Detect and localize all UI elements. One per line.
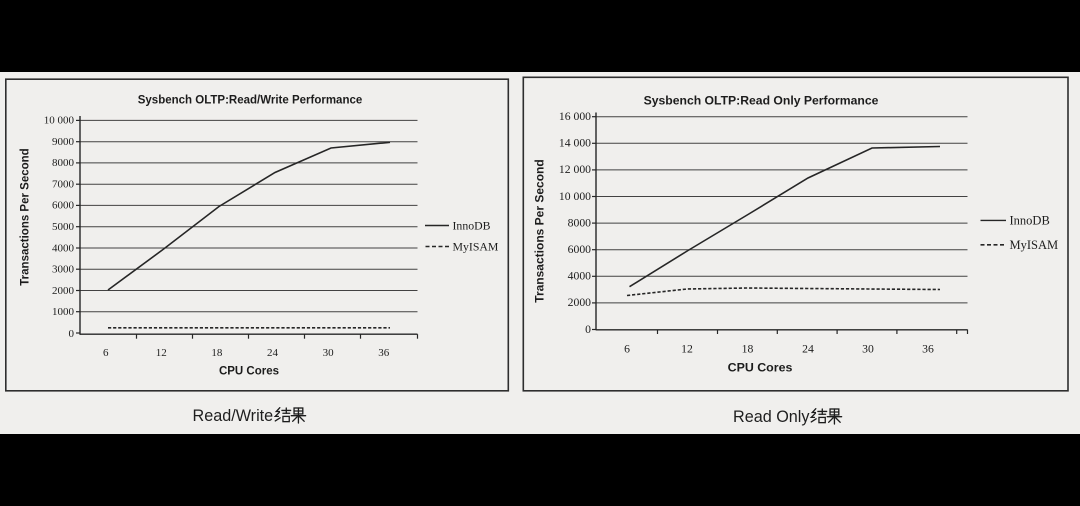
svg-text:12: 12 <box>156 347 167 359</box>
svg-text:36: 36 <box>378 347 390 359</box>
svg-text:Transactions Per Second: Transactions Per Second <box>533 159 547 302</box>
svg-text:InnoDB: InnoDB <box>453 219 491 233</box>
svg-text:InnoDB: InnoDB <box>1010 214 1050 228</box>
svg-text:10 000: 10 000 <box>559 190 591 203</box>
svg-text:0: 0 <box>69 328 75 340</box>
svg-text:MyISAM: MyISAM <box>1010 238 1059 252</box>
svg-text:6: 6 <box>624 343 630 356</box>
svg-text:3000: 3000 <box>52 264 75 276</box>
svg-text:0: 0 <box>585 323 591 336</box>
svg-text:30: 30 <box>862 343 874 356</box>
svg-text:8000: 8000 <box>52 157 75 169</box>
svg-text:7000: 7000 <box>52 179 75 191</box>
svg-text:12: 12 <box>681 343 693 356</box>
svg-text:12 000: 12 000 <box>559 163 591 176</box>
svg-text:Read Only: Read Only <box>733 408 810 426</box>
svg-text:Transactions Per Second: Transactions Per Second <box>20 148 32 285</box>
svg-text:24: 24 <box>802 343 814 356</box>
svg-text:2000: 2000 <box>52 285 75 297</box>
svg-text:1000: 1000 <box>52 306 75 318</box>
svg-text:16 000: 16 000 <box>559 110 591 123</box>
svg-text:Read/Write: Read/Write <box>193 407 274 425</box>
svg-text:10 000: 10 000 <box>44 115 75 127</box>
svg-text:18: 18 <box>742 343 754 356</box>
svg-text:30: 30 <box>323 347 335 359</box>
svg-text:Sysbench OLTP:Read Only Perfor: Sysbench OLTP:Read Only Performance <box>644 93 879 107</box>
svg-text:5000: 5000 <box>52 221 75 233</box>
svg-text:9000: 9000 <box>52 136 75 148</box>
svg-text:MyISAM: MyISAM <box>453 240 499 254</box>
svg-text:CPU Cores: CPU Cores <box>728 360 793 374</box>
svg-text:14 000: 14 000 <box>559 137 591 150</box>
svg-text:24: 24 <box>267 347 279 359</box>
svg-text:18: 18 <box>211 347 223 359</box>
svg-text:6: 6 <box>103 347 109 359</box>
svg-text:36: 36 <box>922 343 934 356</box>
svg-text:2000: 2000 <box>568 296 592 309</box>
svg-text:4000: 4000 <box>568 270 592 283</box>
svg-text:8000: 8000 <box>568 216 592 229</box>
svg-text:6000: 6000 <box>568 243 592 256</box>
svg-text:CPU Cores: CPU Cores <box>219 366 279 378</box>
svg-text:Sysbench OLTP:Read/Write Perfo: Sysbench OLTP:Read/Write Performance <box>138 94 363 106</box>
svg-text:6000: 6000 <box>52 200 75 212</box>
svg-text:4000: 4000 <box>52 242 75 254</box>
